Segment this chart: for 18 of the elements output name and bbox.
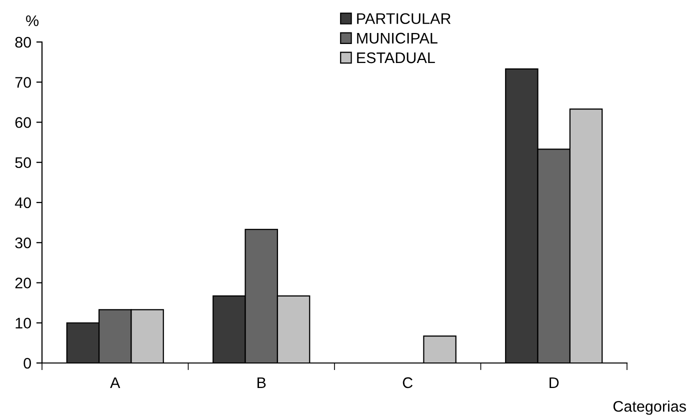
- y-tick-label: 0: [24, 358, 31, 369]
- x-tick-label: A: [110, 377, 120, 388]
- y-tick-label: 50: [15, 157, 31, 168]
- x-tick-label: C: [402, 377, 413, 388]
- y-tick-label: 80: [15, 36, 31, 48]
- y-tick-label: 20: [15, 278, 31, 288]
- y-tick-label: 10: [16, 318, 31, 329]
- y-axis-title: %: [26, 15, 39, 26]
- y-tick-label: 60: [15, 117, 31, 128]
- legend-label: PARTICULAR: [357, 13, 451, 24]
- x-tick-label: D: [550, 377, 559, 388]
- legend-label: MUNICIPAL: [357, 32, 438, 44]
- y-tick-label: 70: [15, 76, 31, 88]
- x-axis-title: Categorias: [613, 400, 686, 415]
- legend-label: ESTADUAL: [357, 52, 435, 64]
- x-tick-label: B: [258, 377, 266, 388]
- y-tick-label: 40: [14, 197, 31, 208]
- y-tick-label: 30: [15, 237, 31, 248]
